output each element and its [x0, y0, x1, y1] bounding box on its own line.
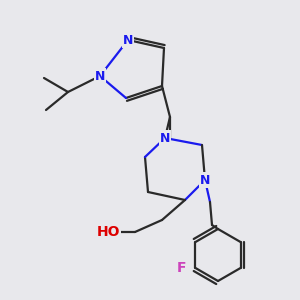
- Text: HO: HO: [96, 225, 120, 239]
- Text: N: N: [200, 173, 210, 187]
- Text: N: N: [123, 34, 133, 46]
- Text: N: N: [95, 70, 105, 83]
- Text: N: N: [160, 131, 170, 145]
- Text: F: F: [177, 261, 186, 275]
